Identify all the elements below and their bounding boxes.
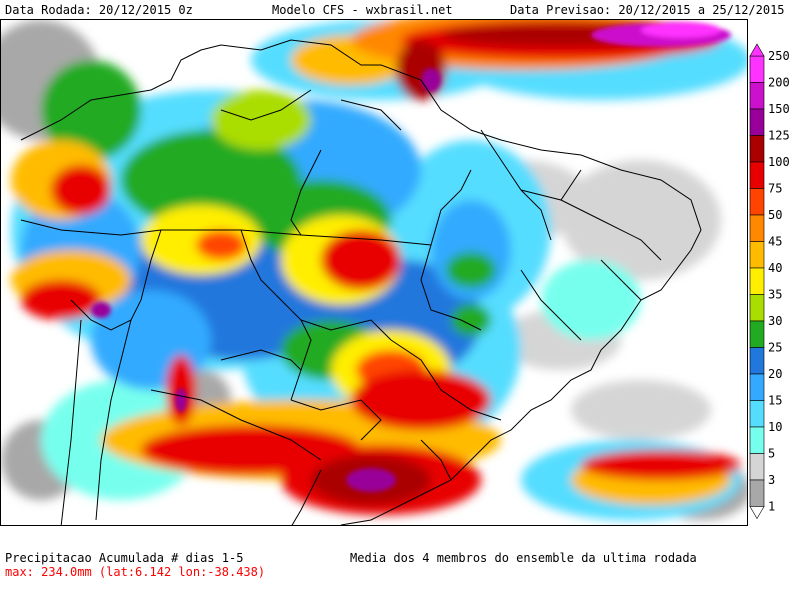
legend-swatch bbox=[749, 400, 765, 428]
max-value: max: 234.0mm (lat:6.142 lon:-38.438) bbox=[5, 565, 266, 579]
legend-label: 35 bbox=[768, 288, 782, 302]
legend-label: 250 bbox=[768, 49, 790, 63]
legend-label: 10 bbox=[768, 420, 782, 434]
legend-label: 30 bbox=[768, 314, 782, 328]
legend-label: 40 bbox=[768, 261, 782, 275]
legend-swatch bbox=[749, 188, 765, 216]
legend-swatch bbox=[749, 241, 765, 269]
product-description: Precipitacao Acumulada # dias 1-5 bbox=[5, 551, 244, 565]
precipitation-map bbox=[0, 19, 748, 526]
legend-swatch bbox=[749, 267, 765, 295]
legend-label: 20 bbox=[768, 367, 782, 381]
legend-label: 5 bbox=[768, 447, 775, 461]
legend-swatch bbox=[749, 373, 765, 401]
legend-swatch bbox=[749, 453, 765, 481]
legend-label: 50 bbox=[768, 208, 782, 222]
legend-label: 45 bbox=[768, 235, 782, 249]
forecast-date: Data Previsao: 20/12/2015 a 25/12/2015 bbox=[510, 3, 785, 17]
legend-label: 1 bbox=[768, 500, 775, 514]
legend-bottom-arrow bbox=[749, 506, 765, 520]
legend-label: 100 bbox=[768, 155, 790, 169]
legend-swatch bbox=[749, 347, 765, 375]
legend-swatch bbox=[749, 82, 765, 110]
legend-swatch bbox=[749, 108, 765, 136]
ensemble-note: Media dos 4 membros do ensemble da ultim… bbox=[350, 551, 697, 565]
legend-swatch bbox=[749, 294, 765, 322]
color-legend: 250 200 150 125 100 75 50 45 40 35 30 25 20 15 10 5 3 1 bbox=[749, 43, 790, 520]
legend-swatch bbox=[749, 320, 765, 348]
precipitation-field bbox=[1, 20, 747, 520]
legend-swatch bbox=[749, 55, 765, 83]
country-borders bbox=[20, 39, 702, 525]
legend-label: 15 bbox=[768, 394, 782, 408]
legend-swatch bbox=[749, 479, 765, 507]
legend-label: 25 bbox=[768, 341, 782, 355]
legend-swatch bbox=[749, 161, 765, 189]
legend-label: 150 bbox=[768, 102, 790, 116]
legend-label: 125 bbox=[768, 129, 790, 143]
run-date: Data Rodada: 20/12/2015 0z bbox=[5, 3, 193, 17]
legend-label: 75 bbox=[768, 182, 782, 196]
legend-label: 3 bbox=[768, 473, 775, 487]
legend-swatch bbox=[749, 135, 765, 163]
model-title: Modelo CFS - wxbrasil.net bbox=[272, 3, 453, 17]
legend-swatch bbox=[749, 214, 765, 242]
legend-swatch bbox=[749, 426, 765, 454]
legend-label: 200 bbox=[768, 76, 790, 90]
precipitation-max-cores bbox=[91, 22, 731, 492]
legend-top-arrow bbox=[749, 43, 765, 57]
